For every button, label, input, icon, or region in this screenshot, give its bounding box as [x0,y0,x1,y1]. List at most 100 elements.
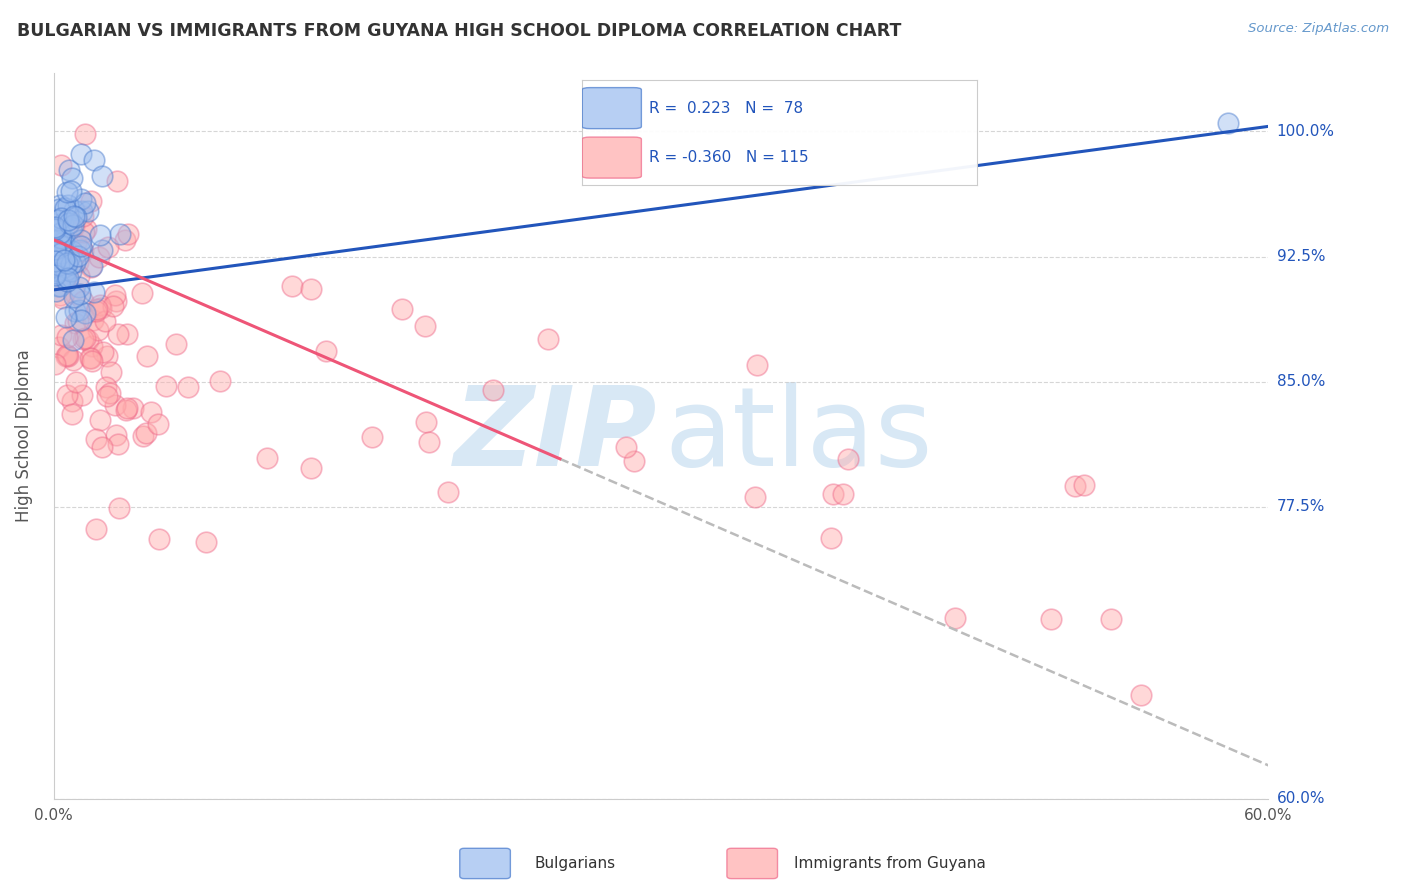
Point [79,351,101,365]
Point [60,244,83,258]
Point [70,233,93,247]
Point [46,212,69,227]
Point [44,243,66,257]
Point [1099,612,1122,626]
Point [176,380,198,394]
Point [49,279,72,293]
Point [44,242,66,256]
Point [69,238,91,252]
Point [80,194,103,208]
Point [1130,688,1153,702]
Point [104,427,127,442]
Point [70,192,93,206]
Point [418,435,440,450]
Point [90,169,112,184]
Point [48,198,70,212]
Point [90,244,112,258]
Text: 77.5%: 77.5% [1277,500,1324,515]
Point [55,388,77,402]
Point [117,227,139,242]
Point [89,298,111,312]
Point [72,244,94,259]
Point [108,501,131,516]
Point [77,333,100,347]
Point [62,170,84,185]
Point [72,210,94,224]
Point [83,153,105,167]
Text: BULGARIAN VS IMMIGRANTS FROM GUYANA HIGH SCHOOL DIPLOMA CORRELATION CHART: BULGARIAN VS IMMIGRANTS FROM GUYANA HIGH… [17,22,901,40]
Point [155,379,177,393]
Point [139,405,162,419]
Point [58,198,80,212]
Point [45,242,67,256]
Point [59,263,82,277]
Point [70,203,93,218]
Point [104,287,127,301]
Point [45,223,67,237]
Point [195,535,218,549]
Point [101,300,124,314]
Text: Source: ZipAtlas.com: Source: ZipAtlas.com [1249,22,1389,36]
Point [53,230,76,244]
Point [44,220,66,235]
Point [943,611,966,625]
Point [56,185,79,199]
Point [51,239,73,253]
Point [115,401,138,416]
Point [105,173,128,187]
Point [46,279,69,293]
Point [135,425,157,440]
Point [56,271,79,285]
Point [63,304,86,318]
Point [256,450,278,465]
Point [87,250,110,264]
Point [820,531,842,545]
Point [48,340,70,354]
Point [96,389,118,403]
Y-axis label: High School Diploma: High School Diploma [15,350,32,522]
Point [84,522,107,536]
Point [623,454,645,468]
Point [48,269,70,284]
Point [104,294,127,309]
Point [49,231,72,245]
Point [1216,116,1239,130]
Point [104,398,127,412]
Point [94,314,117,328]
Point [89,227,111,242]
Point [80,259,103,273]
Point [48,233,70,247]
Point [89,413,111,427]
Point [75,128,97,142]
Point [63,290,86,304]
Point [53,273,76,287]
Point [67,250,90,264]
Point [62,333,84,347]
Point [62,218,84,232]
Point [44,268,66,283]
Point [391,301,413,316]
Point [744,490,766,504]
Point [83,285,105,299]
Point [44,253,66,268]
Point [44,266,66,280]
Point [107,437,129,451]
Point [45,284,67,298]
Point [56,274,79,288]
Point [1040,612,1063,626]
Point [79,351,101,365]
Point [55,263,77,277]
Point [94,380,117,394]
Point [115,402,138,417]
Point [69,286,91,301]
Point [107,326,129,341]
Point [52,216,75,230]
Point [80,354,103,368]
Point [1064,479,1087,493]
Point [82,313,104,327]
Point [51,291,73,305]
Point [73,226,96,240]
Point [55,310,77,324]
Point [55,271,77,285]
Point [208,374,231,388]
